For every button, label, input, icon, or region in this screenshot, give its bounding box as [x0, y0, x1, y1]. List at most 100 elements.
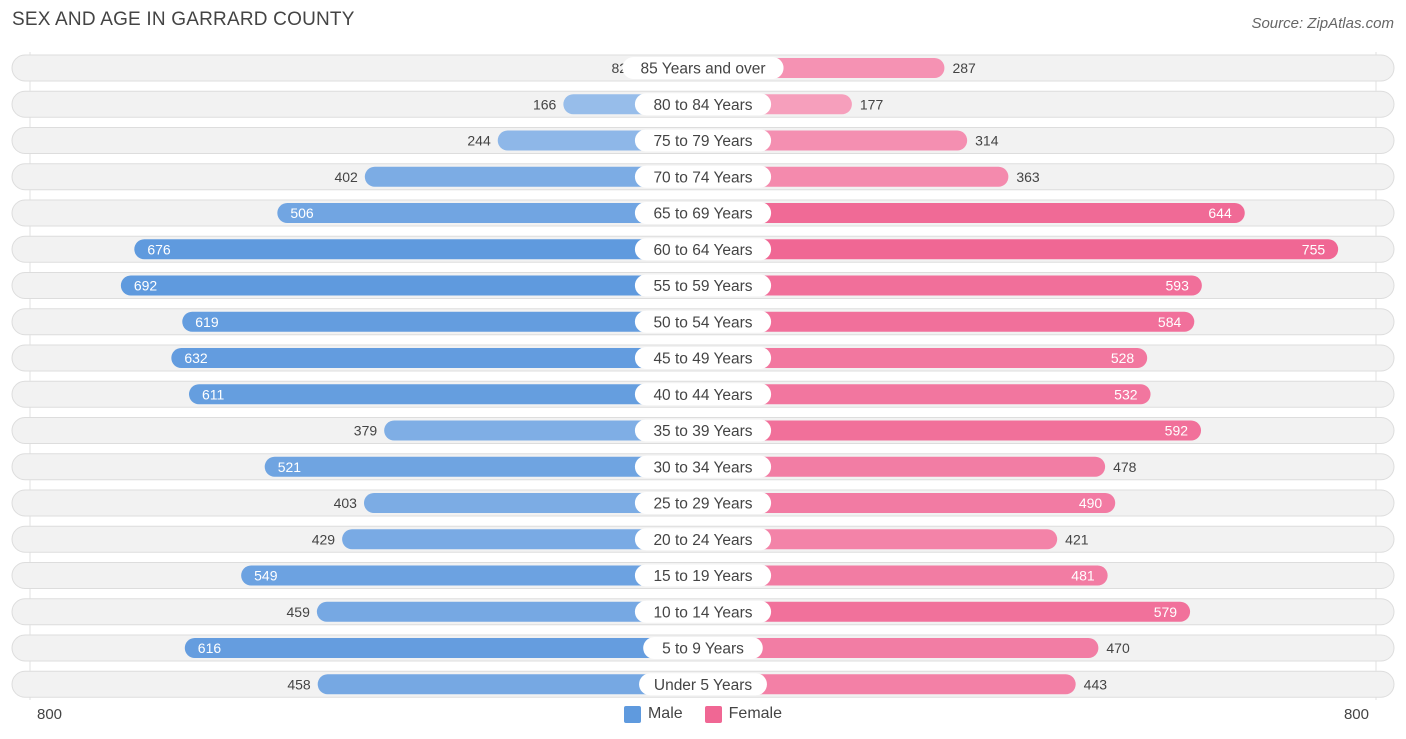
- male-value-label: 632: [184, 350, 208, 366]
- male-value-label: 244: [467, 133, 491, 149]
- legend-female-label: Female: [728, 705, 783, 722]
- male-value-label: 549: [254, 568, 278, 584]
- category-pill: [634, 310, 772, 333]
- category-label: 10 to 14 Years: [653, 604, 752, 621]
- female-value-label: 470: [1106, 640, 1130, 656]
- female-bar: [703, 674, 1076, 695]
- category-pill: [634, 383, 772, 406]
- category-label: 60 to 64 Years: [653, 242, 752, 259]
- female-value-label: 579: [1154, 604, 1178, 620]
- category-label: 55 to 59 Years: [653, 278, 752, 295]
- male-bar: [134, 239, 703, 260]
- male-bar: [241, 565, 703, 586]
- female-value-label: 421: [1065, 531, 1089, 547]
- female-value-label: 592: [1165, 423, 1189, 439]
- female-bar: [703, 456, 1106, 477]
- category-pill: [634, 165, 772, 188]
- axis-left-max-label: 800: [37, 706, 63, 723]
- male-value-label: 616: [198, 640, 222, 656]
- female-swatch-icon: [704, 705, 722, 723]
- category-label: 5 to 9 Years: [662, 641, 744, 658]
- female-value-label: 490: [1079, 495, 1103, 511]
- female-bar: [703, 239, 1339, 260]
- male-value-label: 619: [195, 314, 219, 330]
- source-note: Source: ZipAtlas.com: [1251, 15, 1394, 32]
- category-label: 40 to 44 Years: [653, 387, 752, 404]
- male-bar: [182, 311, 704, 332]
- female-bar: [703, 565, 1108, 586]
- female-bar: [703, 529, 1058, 550]
- female-value-label: 481: [1071, 568, 1095, 584]
- female-value-label: 584: [1158, 314, 1182, 330]
- female-bar: [703, 275, 1202, 296]
- category-pill: [634, 238, 772, 261]
- male-value-label: 166: [533, 96, 557, 112]
- female-value-label: 443: [1084, 676, 1108, 692]
- category-label: 50 to 54 Years: [653, 314, 752, 331]
- male-value-label: 403: [334, 495, 358, 511]
- male-value-label: 379: [354, 423, 378, 439]
- legend-item-female[interactable]: Female: [704, 705, 783, 723]
- male-value-label: 506: [290, 205, 314, 221]
- category-pill: [639, 673, 767, 696]
- female-bar: [703, 420, 1202, 441]
- male-value-label: 611: [202, 386, 225, 402]
- category-pill: [634, 93, 772, 116]
- category-pill: [634, 347, 772, 369]
- male-bar: [277, 203, 703, 223]
- category-label: 20 to 24 Years: [653, 532, 752, 549]
- category-label: 35 to 39 Years: [653, 423, 752, 440]
- female-value-label: 755: [1302, 241, 1326, 257]
- category-label: 30 to 34 Years: [653, 459, 752, 476]
- male-bar: [184, 638, 704, 658]
- category-label: Under 5 Years: [654, 677, 752, 694]
- female-value-label: 287: [952, 60, 976, 76]
- male-bar: [171, 348, 703, 368]
- chart-title: SEX AND AGE IN GARRARD COUNTY: [12, 9, 355, 30]
- male-bar: [384, 420, 703, 441]
- male-bar: [120, 275, 704, 296]
- category-pill: [634, 492, 772, 514]
- female-bar: [703, 311, 1195, 332]
- female-bar: [703, 493, 1116, 513]
- female-bar: [703, 348, 1148, 368]
- category-pill: [634, 129, 772, 152]
- category-pill: [622, 57, 784, 79]
- category-pill: [634, 202, 772, 224]
- female-value-label: 363: [1016, 169, 1040, 185]
- female-value-label: 593: [1166, 278, 1190, 294]
- category-label: 15 to 19 Years: [653, 568, 752, 585]
- category-label: 25 to 29 Years: [653, 496, 752, 513]
- category-pill: [634, 455, 772, 478]
- female-bar: [703, 203, 1245, 223]
- female-value-label: 478: [1113, 459, 1137, 475]
- male-swatch-icon: [623, 705, 641, 723]
- female-value-label: 528: [1111, 350, 1135, 366]
- category-label: 70 to 74 Years: [653, 169, 752, 186]
- female-value-label: 532: [1114, 386, 1138, 402]
- category-pill: [634, 528, 772, 551]
- male-bar: [317, 674, 703, 695]
- category-label: 80 to 84 Years: [653, 97, 752, 114]
- category-pill: [643, 637, 763, 659]
- female-bar: [703, 601, 1191, 622]
- male-value-label: 402: [334, 169, 358, 185]
- male-value-label: 521: [278, 459, 302, 475]
- male-bar: [316, 601, 703, 622]
- male-bar: [363, 493, 703, 513]
- female-value-label: 177: [860, 96, 884, 112]
- male-value-label: 676: [147, 241, 171, 257]
- category-label: 75 to 79 Years: [653, 133, 752, 150]
- male-bar: [364, 166, 703, 187]
- male-bar: [188, 384, 704, 405]
- male-value-label: 459: [287, 604, 311, 620]
- male-value-label: 458: [287, 676, 311, 692]
- axis-right-max-label: 800: [1343, 706, 1369, 723]
- category-label: 85 Years and over: [641, 61, 766, 78]
- category-label: 65 to 69 Years: [653, 206, 752, 223]
- category-pill: [634, 564, 772, 587]
- legend-item-male[interactable]: Male: [623, 705, 683, 723]
- female-value-label: 644: [1208, 205, 1232, 221]
- female-value-label: 314: [975, 133, 999, 149]
